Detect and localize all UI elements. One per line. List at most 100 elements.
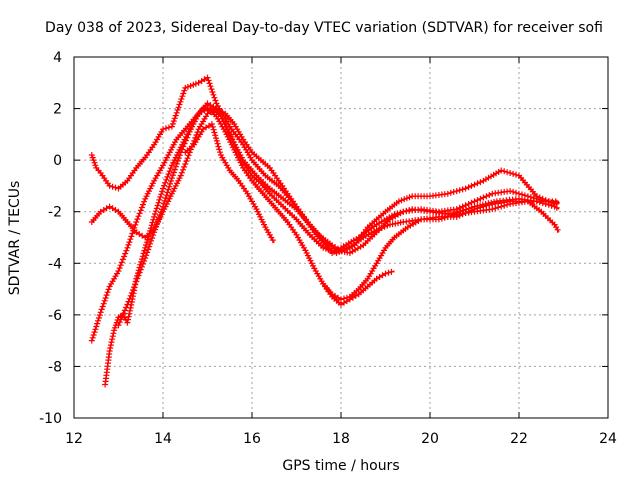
data-point xyxy=(215,143,222,150)
data-point xyxy=(97,309,104,316)
data-point xyxy=(453,206,460,213)
data-point xyxy=(208,86,215,93)
series-track-1 xyxy=(88,74,560,254)
chart-title: Day 038 of 2023, Sidereal Day-to-day VTE… xyxy=(45,20,603,36)
data-point xyxy=(148,237,155,244)
series-track-7 xyxy=(320,268,395,308)
data-point xyxy=(498,167,505,174)
data-point xyxy=(459,211,466,218)
data-point xyxy=(124,301,131,308)
y-tick-label: 4 xyxy=(53,50,62,66)
data-point xyxy=(101,297,108,304)
series-track-2 xyxy=(88,105,560,256)
data-point xyxy=(179,93,186,100)
data-point xyxy=(184,83,191,90)
data-point xyxy=(102,295,109,301)
data-point xyxy=(132,221,139,228)
data-point xyxy=(131,224,138,231)
data-point xyxy=(456,204,463,211)
data-point xyxy=(149,219,156,226)
data-point xyxy=(172,112,179,119)
data-point xyxy=(175,104,182,111)
x-tick-labels: 12 14 16 18 20 22 24 xyxy=(65,431,617,447)
data-point xyxy=(447,189,454,196)
data-point xyxy=(177,98,184,105)
data-point xyxy=(143,242,149,248)
data-point xyxy=(483,193,490,200)
data-point xyxy=(211,94,218,101)
data-point xyxy=(116,319,123,326)
series-track-3 xyxy=(88,105,560,344)
axis-ticks xyxy=(73,56,609,419)
data-point xyxy=(179,146,186,153)
data-point xyxy=(171,115,178,122)
data-point xyxy=(94,320,101,327)
data-point xyxy=(124,244,131,251)
data-point xyxy=(116,265,123,272)
data-point xyxy=(178,169,185,176)
data-point xyxy=(406,194,413,201)
data-point xyxy=(210,91,217,98)
data-point xyxy=(141,258,148,264)
data-point xyxy=(167,180,174,187)
data-point xyxy=(121,253,128,260)
data-point xyxy=(462,202,469,209)
data-point xyxy=(112,184,119,191)
data-point xyxy=(106,182,113,189)
data-point xyxy=(168,175,175,182)
data-point xyxy=(136,269,143,276)
data-point xyxy=(109,336,116,343)
y-tick-label: -2 xyxy=(48,205,62,221)
data-point xyxy=(103,292,110,299)
data-point xyxy=(161,197,168,204)
data-point xyxy=(147,227,154,234)
data-point xyxy=(320,244,327,251)
data-point xyxy=(486,201,493,208)
data-point xyxy=(127,236,134,243)
data-point xyxy=(450,188,457,195)
data-point xyxy=(131,284,138,291)
data-point xyxy=(183,158,190,165)
data-point xyxy=(162,179,169,186)
data-point xyxy=(217,149,223,156)
data-point xyxy=(169,172,176,179)
data-point xyxy=(142,255,149,262)
data-point xyxy=(128,289,135,296)
data-point xyxy=(507,188,514,195)
y-tick-label: -10 xyxy=(39,411,62,427)
data-point xyxy=(132,281,139,288)
data-point xyxy=(105,286,112,293)
data-point xyxy=(125,241,132,248)
data-point xyxy=(123,304,130,311)
data-point xyxy=(184,155,191,162)
data-point xyxy=(456,187,463,194)
data-point xyxy=(468,207,475,214)
data-point xyxy=(489,206,496,213)
data-point xyxy=(163,192,170,199)
data-point xyxy=(164,189,171,196)
y-tick-label: -8 xyxy=(48,359,62,375)
data-point xyxy=(157,212,163,219)
data-point xyxy=(480,203,487,210)
series-line xyxy=(91,107,560,341)
data-point xyxy=(513,171,519,178)
data-point xyxy=(212,132,219,139)
data-point xyxy=(157,194,164,200)
data-point xyxy=(138,263,145,270)
data-point xyxy=(98,306,105,313)
data-point xyxy=(465,201,472,207)
data-point xyxy=(145,246,152,253)
data-point xyxy=(171,166,178,173)
data-point xyxy=(168,123,175,130)
grid-lines xyxy=(74,57,608,418)
data-point xyxy=(214,140,221,147)
data-point xyxy=(153,223,160,230)
data-point xyxy=(118,316,124,323)
data-point xyxy=(333,250,340,256)
data-point xyxy=(521,192,528,199)
data-point xyxy=(89,334,96,341)
data-point xyxy=(141,198,148,205)
data-point xyxy=(453,188,460,195)
data-point xyxy=(160,203,166,210)
data-point xyxy=(163,125,169,132)
